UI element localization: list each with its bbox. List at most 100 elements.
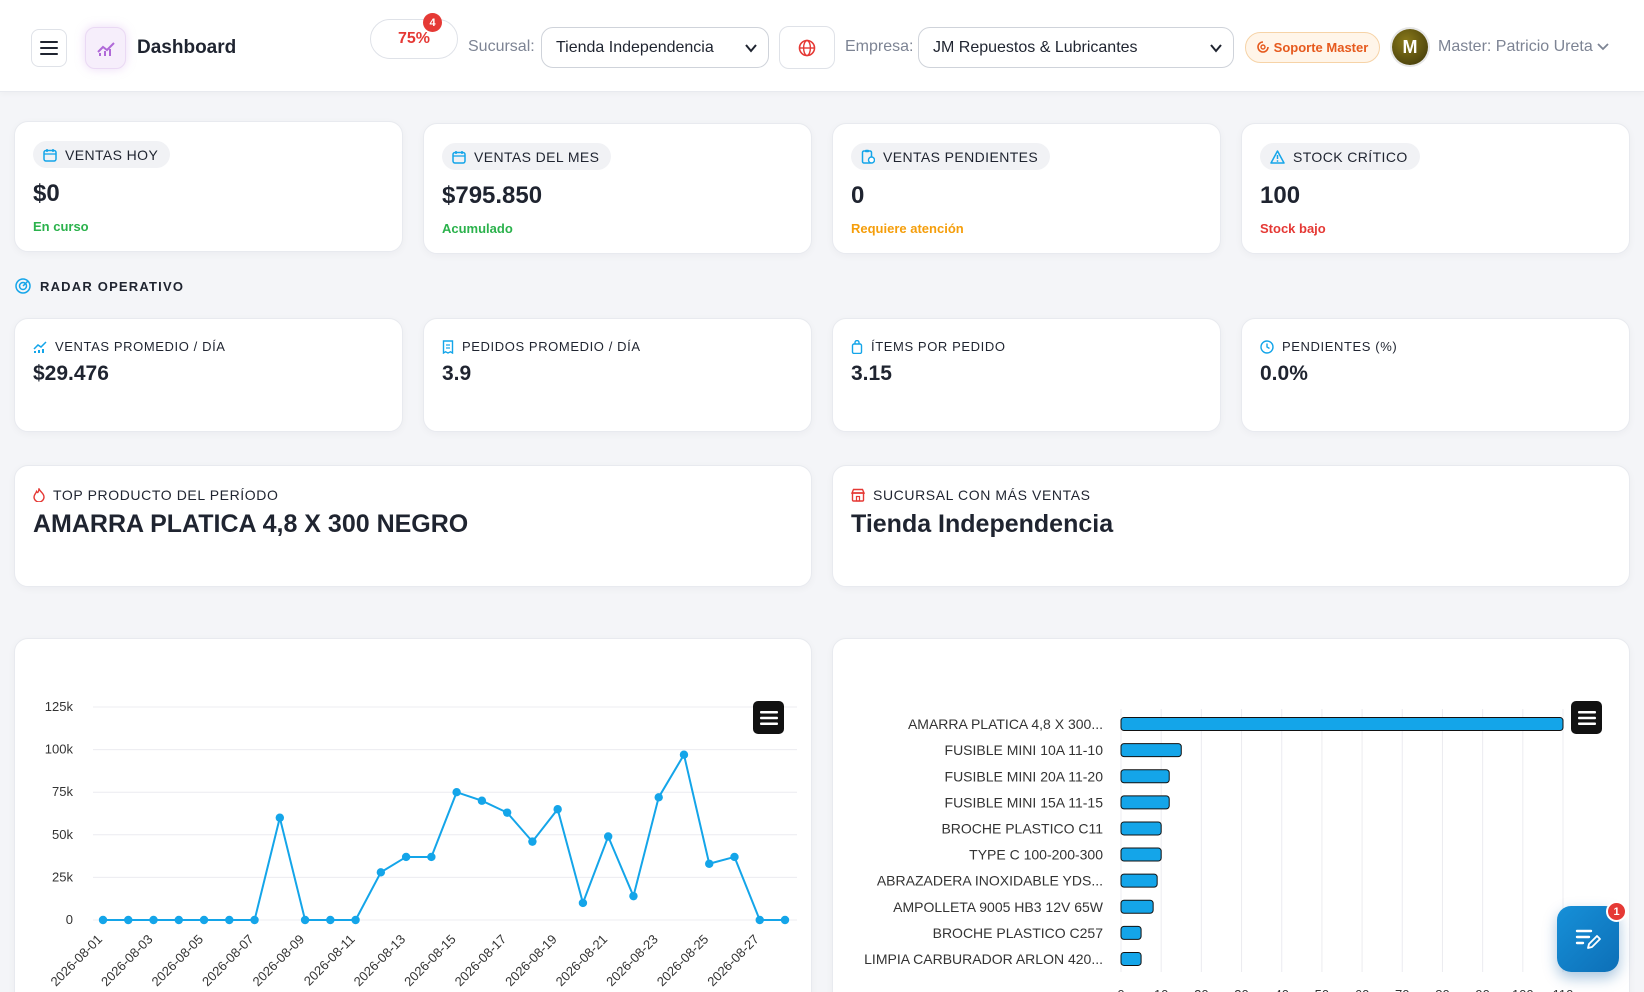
menu-button[interactable] [31,29,67,67]
data-point [351,915,360,925]
radar-value: 3.15 [851,362,892,385]
data-point [603,832,613,841]
edit-list-icon [1575,929,1601,949]
chart-menu-button[interactable] [753,701,784,734]
kpi-chip: VENTAS HOY [33,141,171,168]
bar-category-label: BROCHE PLASTICO C257 [933,925,1104,941]
data-point [174,915,183,925]
data-point [477,796,487,805]
globe-button[interactable] [779,26,835,69]
x-tick-label: 2026-08-17 [452,932,510,990]
radar-label-text: PENDIENTES (%) [1282,339,1398,354]
data-point [275,813,285,822]
branch-label: Sucursal: [468,38,535,55]
data-point [401,852,411,862]
radar-label: ÍTEMS POR PEDIDO [851,339,1006,354]
clipboard-clock-icon [861,149,875,164]
kpi-card-stock-critico: STOCK CRÍTICO 100 Stock bajo [1241,123,1630,254]
dashboard-logo-icon [85,27,126,69]
top-branch-card: SUCURSAL CON MÁS VENTAS Tienda Independe… [832,465,1630,587]
radar-card: VENTAS PROMEDIO / DÍA $29.476 [14,318,403,432]
kpi-value: 100 [1260,182,1301,209]
chevron-down-icon[interactable] [1597,42,1609,52]
radar-icon [15,278,31,294]
x-tick-label: 50 [1315,987,1329,992]
branch-select[interactable]: Tienda Independencia [541,27,769,68]
radar-label: PEDIDOS PROMEDIO / DÍA [442,339,641,354]
kpi-card-ventas-mes: VENTAS DEL MES $795.850 Acumulado [423,123,812,254]
data-point [225,915,234,925]
x-tick-label: 10 [1154,987,1168,992]
fire-icon [33,488,45,502]
section-title-text: RADAR OPERATIVO [40,278,185,294]
top-branch-label-text: SUCURSAL CON MÁS VENTAS [873,487,1091,503]
x-tick-label: 2026-08-23 [603,932,661,990]
chevron-down-icon [745,44,757,53]
globe-icon [798,39,816,56]
bar-category-label: FUSIBLE MINI 20A 11-20 [945,768,1104,784]
x-tick-label: 100 [1512,987,1534,992]
menu-icon [759,710,778,725]
radar-value: 3.9 [442,362,472,385]
store-icon [851,488,865,502]
x-tick-label: 2026-08-01 [47,932,105,990]
bar-category-label: AMPOLLETA 9005 HB3 12V 65W [893,899,1104,915]
page-title: Dashboard [137,37,237,58]
clock-icon [1260,339,1274,354]
chevron-down-icon [1210,44,1222,53]
data-point [780,915,790,925]
support-button[interactable]: Soporte Master [1245,32,1380,63]
x-tick-label: 110 [1553,987,1574,992]
data-point [755,915,764,925]
top-products-bar-chart: 0 10 20 30 40 50 60 70 80 90 100 110 AMARRA PLATICA … [864,709,1574,992]
top-bar: Dashboard 75% 4 Sucursal: Tienda Indepen… [0,0,1644,92]
hamburger-icon [40,41,58,55]
x-tick-label: 2026-08-05 [149,932,207,990]
top-product-value: AMARRA PLATICA 4,8 X 300 NEGRO [33,510,469,538]
x-tick-label: 2026-08-13 [351,932,409,990]
radar-label-text: ÍTEMS POR PEDIDO [871,339,1006,354]
bar [1120,795,1170,810]
kpi-chip: VENTAS DEL MES [442,143,612,170]
x-tick-label: 90 [1475,987,1489,992]
bar [1120,821,1162,836]
data-point [250,915,259,925]
calendar-icon [43,148,57,162]
company-select[interactable]: JM Repuestos & Lubricantes [918,27,1234,68]
kpi-value: $0 [33,180,60,207]
bar [1120,769,1170,784]
x-tick-label: 2026-08-15 [401,932,459,990]
data-point [376,868,386,877]
top-branch-value: Tienda Independencia [851,510,1114,538]
data-point [427,852,436,862]
radar-label: VENTAS PROMEDIO / DÍA [33,339,226,354]
data-point [98,915,108,925]
progress-indicator[interactable]: 75% [370,19,458,59]
chart-icon [33,340,47,353]
data-point [654,793,663,802]
data-point [452,788,461,797]
bar [1120,925,1142,940]
user-name[interactable]: Master: Patricio Ureta [1438,38,1593,55]
x-tick-label: 2026-08-09 [250,932,308,990]
chart-menu-button[interactable] [1571,701,1602,734]
y-tick-label: 100k [45,742,74,757]
x-tick-label: 40 [1274,987,1288,992]
x-tick-label: 2026-08-19 [502,932,560,990]
receipt-icon [442,339,454,354]
radar-value: 0.0% [1260,362,1308,385]
bar [1120,873,1158,888]
top-branch-label: SUCURSAL CON MÁS VENTAS [851,487,1091,503]
x-tick-label: 20 [1194,987,1208,992]
x-tick-label: 2026-08-11 [301,932,358,989]
y-tick-label: 50k [52,827,73,842]
bar [1120,743,1182,758]
avatar[interactable]: M [1392,29,1428,65]
company-label: Empresa: [845,38,914,55]
bar [1120,899,1154,914]
kpi-chip: VENTAS PENDIENTES [851,143,1051,170]
kpi-label: STOCK CRÍTICO [1293,148,1408,165]
bar-category-label: FUSIBLE MINI 10A 11-10 [945,742,1104,758]
data-point [502,808,512,817]
kpi-label: VENTAS HOY [65,146,159,163]
